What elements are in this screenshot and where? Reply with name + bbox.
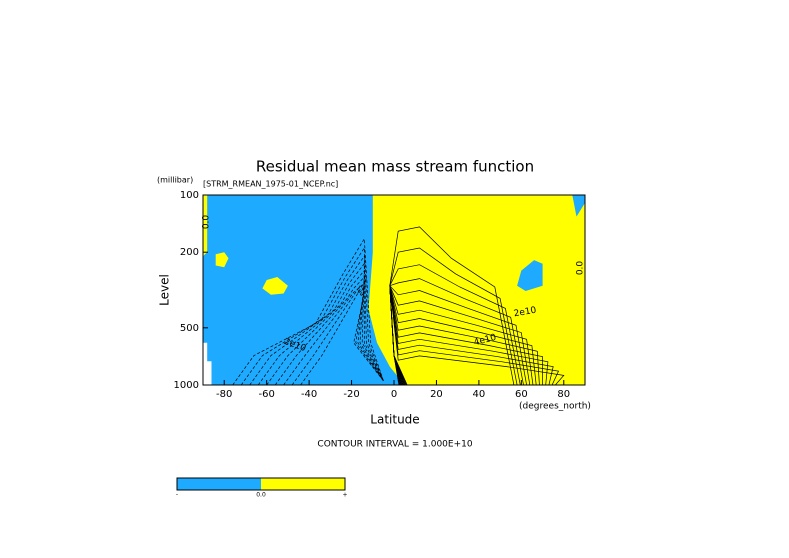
contour-label: 2e10 — [513, 306, 537, 320]
x-tick-label: 60 — [515, 389, 528, 400]
missing-region — [203, 342, 212, 385]
contour-line — [283, 281, 384, 386]
y-tick-label: 500 — [180, 323, 199, 334]
x-tick-label: 80 — [557, 389, 570, 400]
contour-label: 0.0 — [202, 215, 212, 230]
colorbar-label: + — [342, 492, 347, 499]
positive-region — [203, 195, 208, 257]
y-tick-label: 100 — [180, 190, 199, 201]
contour-line — [389, 285, 565, 386]
x-tick-label: -20 — [343, 389, 359, 400]
contour-line — [249, 255, 384, 386]
contour-line — [274, 276, 384, 386]
negative-region — [203, 195, 405, 385]
colorbar-positive — [261, 478, 345, 490]
x-tick-label: -60 — [258, 389, 274, 400]
y-unit: (millibar) — [157, 176, 193, 185]
x-unit: (degrees_north) — [519, 402, 591, 412]
x-tick-label: -80 — [216, 389, 232, 400]
contour-line — [240, 246, 384, 386]
colorbar-label: 0.0 — [256, 492, 266, 499]
footer: CONTOUR INTERVAL = 1.000E+10 — [317, 440, 472, 450]
colorbar-frame — [176, 477, 346, 491]
positive-region — [215, 252, 229, 268]
contour-line — [300, 278, 384, 386]
y-tick-label: 200 — [180, 247, 199, 258]
contour-line — [232, 237, 384, 386]
y-tick-label: 1000 — [174, 380, 199, 391]
contour-line — [257, 262, 384, 386]
contour-line — [266, 269, 384, 386]
colorbar-negative — [177, 478, 261, 490]
negative-region — [517, 260, 543, 291]
contour-label: 0.0 — [576, 261, 586, 276]
chart-title: Residual mean mass stream function — [256, 158, 534, 176]
colorbar-label: - — [176, 492, 178, 499]
positive-region — [262, 277, 288, 295]
x-tick-label: -40 — [301, 389, 317, 400]
x-axis-label: Latitude — [370, 413, 419, 427]
y-axis-label: Level — [158, 274, 172, 306]
x-tick-label: 40 — [473, 389, 486, 400]
subtitle: [STRM_RMEAN_1975-01_NCEP.nc] — [203, 180, 338, 189]
negative-region — [572, 195, 585, 217]
contour-line — [291, 285, 384, 386]
x-tick-label: 20 — [430, 389, 443, 400]
x-tick-label: 0 — [391, 389, 397, 400]
